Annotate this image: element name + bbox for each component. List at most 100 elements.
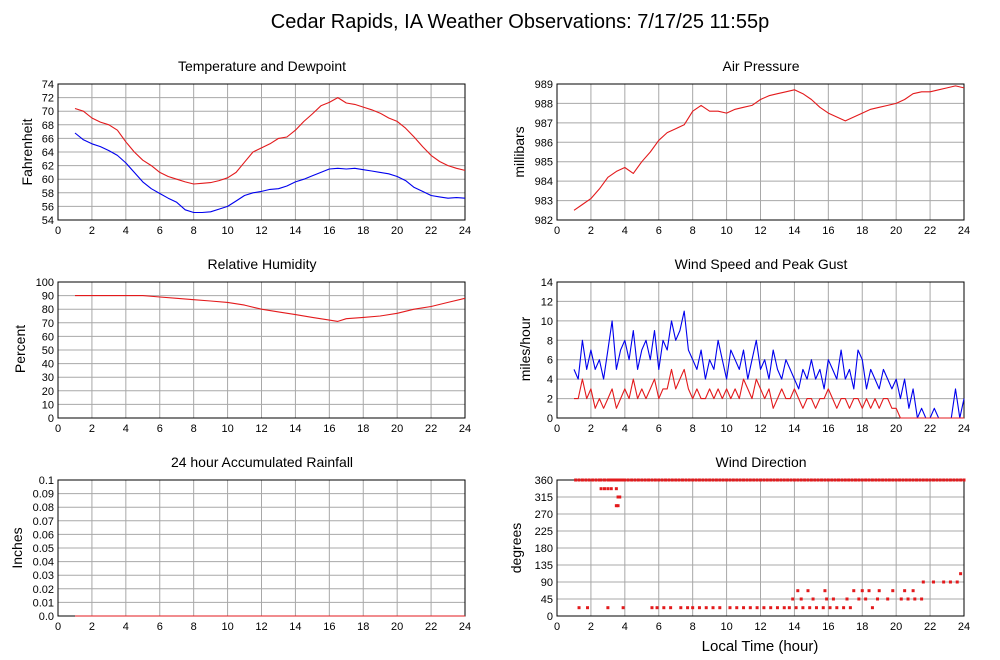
x-tick-label: 8 [690, 225, 696, 237]
data-point [801, 606, 805, 610]
data-point [616, 504, 620, 508]
x-tick-label: 10 [720, 423, 732, 435]
data-point [694, 478, 698, 482]
y-tick-label: 100 [36, 277, 54, 289]
x-tick-label: 8 [191, 621, 197, 633]
x-tick-label: 24 [958, 423, 970, 435]
x-tick-label: 14 [289, 225, 301, 237]
plot-border [556, 281, 965, 419]
data-point [847, 478, 851, 482]
data-point [704, 606, 708, 610]
data-point [813, 478, 817, 482]
data-point [828, 606, 832, 610]
data-point [796, 478, 800, 482]
data-point [704, 478, 708, 482]
y-tick-label: 30 [42, 372, 54, 384]
data-point [697, 478, 701, 482]
y-tick-label: 45 [541, 594, 553, 606]
data-point [928, 478, 932, 482]
data-point [594, 478, 598, 482]
data-point [616, 478, 620, 482]
data-point [931, 478, 935, 482]
data-point [794, 606, 798, 610]
data-point [718, 478, 722, 482]
x-tick-label: 18 [357, 621, 369, 633]
x-tick-label: 0 [554, 621, 560, 633]
data-point [680, 478, 684, 482]
data-point [891, 478, 895, 482]
x-tick-label: 0 [55, 423, 61, 435]
y-tick-label: 315 [535, 492, 553, 504]
data-point [614, 487, 618, 491]
y-tick-label: 62 [42, 161, 54, 173]
x-tick-label: 0 [554, 423, 560, 435]
x-tick-label: 16 [822, 225, 834, 237]
data-point [826, 478, 830, 482]
x-tick-label: 12 [754, 621, 766, 633]
data-point [584, 478, 588, 482]
x-tick-label: 4 [622, 225, 628, 237]
x-tick-label: 14 [788, 423, 800, 435]
x-tick-label: 20 [890, 225, 902, 237]
data-point [616, 495, 620, 499]
chart-title: 24 hour Accumulated Rainfall [171, 454, 353, 470]
x-tick-label: 6 [656, 621, 662, 633]
page-title: Cedar Rapids, IA Weather Observations: 7… [271, 11, 769, 33]
data-point [809, 478, 813, 482]
data-point [669, 606, 673, 610]
data-point [664, 478, 668, 482]
data-point [618, 495, 622, 499]
data-point [955, 478, 959, 482]
data-point [609, 478, 613, 482]
data-point [606, 478, 610, 482]
data-point [911, 589, 915, 593]
data-point [915, 478, 919, 482]
y-axis-label: Percent [12, 325, 28, 373]
x-tick-label: 8 [690, 621, 696, 633]
chart-humidity: Relative Humidity Percent 0 2 4 6 8 10 12 14 16 1… [12, 256, 471, 435]
data-point [602, 478, 606, 482]
x-tick-label: 24 [459, 621, 471, 633]
x-tick-label: 16 [323, 423, 335, 435]
data-point [814, 606, 818, 610]
plot-border [57, 281, 466, 419]
data-point [786, 478, 790, 482]
data-point [718, 606, 722, 610]
series-line [74, 132, 466, 214]
data-point [701, 478, 705, 482]
data-point [903, 589, 907, 593]
data-point [691, 478, 695, 482]
data-point [823, 589, 827, 593]
data-point [643, 478, 647, 482]
x-tick-label: 6 [157, 423, 163, 435]
data-point [614, 478, 618, 482]
data-point [728, 478, 732, 482]
x-tick-label: 24 [459, 423, 471, 435]
y-tick-label: 0.03 [33, 570, 54, 582]
y-tick-label: 0.0 [39, 611, 54, 623]
y-tick-label: 72 [42, 93, 54, 105]
data-point [857, 478, 861, 482]
data-point [725, 478, 729, 482]
data-point [587, 478, 591, 482]
x-tick-label: 14 [289, 621, 301, 633]
y-tick-label: 70 [42, 106, 54, 118]
chart-title: Relative Humidity [208, 256, 317, 272]
data-point [913, 597, 917, 601]
data-point [745, 478, 749, 482]
y-tick-label: 0.1 [39, 475, 54, 487]
data-point [821, 606, 825, 610]
chart-pressure: Air Pressure millibars 0 2 4 6 8 10 12 14 16 18 20… [511, 58, 970, 237]
data-point [621, 478, 625, 482]
y-tick-label: 987 [535, 118, 553, 130]
x-tick-label: 20 [391, 621, 403, 633]
data-point [606, 487, 610, 491]
data-point [825, 597, 829, 601]
x-tick-label: 24 [459, 225, 471, 237]
data-point [848, 606, 852, 610]
data-point [831, 597, 835, 601]
data-point [775, 478, 779, 482]
y-tick-label: 64 [42, 147, 54, 159]
